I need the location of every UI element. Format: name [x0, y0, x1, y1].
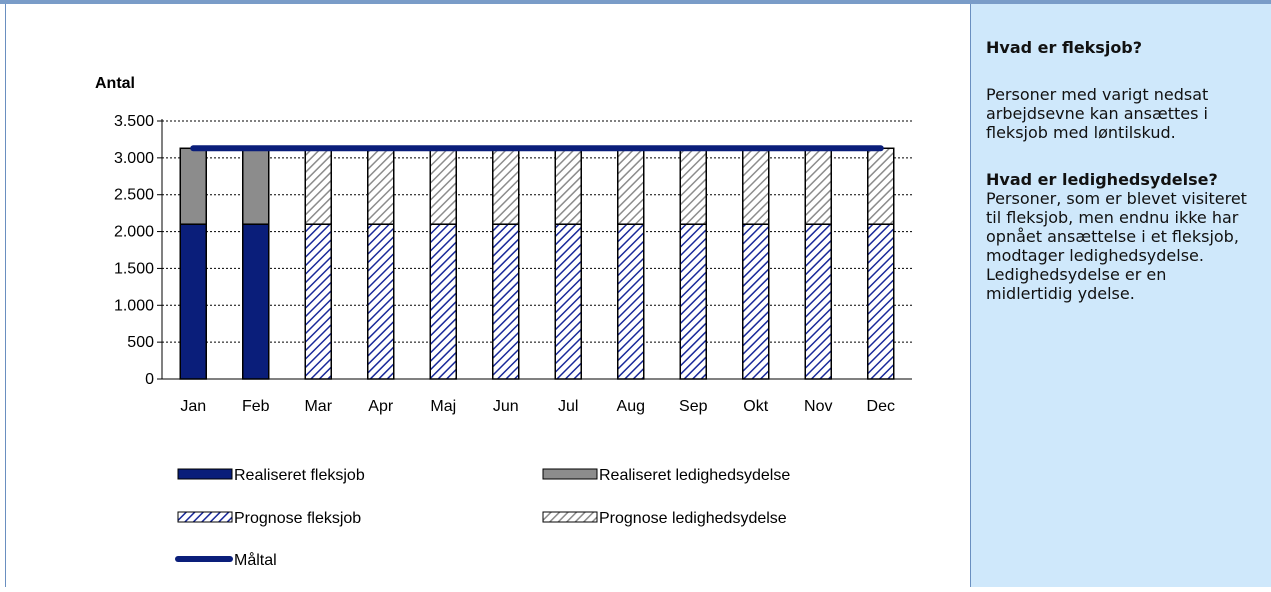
- bar-realiseret-ledighedsydelse: [243, 148, 269, 224]
- x-tick-label: Nov: [804, 398, 832, 415]
- x-tick-label: Dec: [867, 398, 895, 415]
- bar-prognose-fleksjob: [493, 224, 519, 379]
- legend-label: Realiseret ledighedsydelse: [599, 467, 790, 484]
- x-tick-label: Aug: [617, 398, 645, 415]
- bar-prognose-fleksjob: [618, 224, 644, 379]
- info-heading-fleksjob: Hvad er fleksjob?: [986, 38, 1257, 57]
- y-tick-label: 2.500: [114, 187, 154, 204]
- y-tick-label: 0: [145, 371, 154, 388]
- y-tick-label: 2.000: [114, 224, 154, 241]
- y-tick-label: 1.500: [114, 260, 154, 277]
- bar-prognose-fleksjob: [805, 224, 831, 379]
- x-tick-label: Mar: [304, 398, 332, 415]
- legend-label: Prognose ledighedsydelse: [599, 510, 787, 527]
- legend-swatch: [543, 512, 597, 522]
- x-tick-label: Jul: [558, 398, 578, 415]
- bar-prognose-ledighedsydelse: [805, 148, 831, 224]
- bar-prognose-fleksjob: [305, 224, 331, 379]
- x-tick-label: Maj: [430, 398, 456, 415]
- bar-prognose-ledighedsydelse: [868, 148, 894, 224]
- x-tick-label: Feb: [242, 398, 270, 415]
- legend-swatch: [543, 469, 597, 479]
- bar-prognose-ledighedsydelse: [430, 148, 456, 224]
- info-heading-ledighedsydelse: Hvad er ledighedsydelse?: [986, 170, 1257, 189]
- info-panel: Hvad er fleksjob? Personer med varigt ne…: [971, 4, 1271, 587]
- bar-prognose-ledighedsydelse: [743, 148, 769, 224]
- bar-prognose-ledighedsydelse: [368, 148, 394, 224]
- bar-prognose-ledighedsydelse: [680, 148, 706, 224]
- y-axis-label: Antal: [95, 75, 135, 92]
- bar-realiseret-fleksjob: [243, 224, 269, 379]
- chart-panel: Antal 0 500 1.000 1.500 2.000 2.500 3.000 3.500…: [5, 4, 971, 587]
- x-tick-label: Jan: [180, 398, 206, 415]
- x-tick-label: Okt: [743, 398, 768, 415]
- x-tick-label: Apr: [368, 398, 394, 415]
- bar-prognose-fleksjob: [430, 224, 456, 379]
- legend-swatch: [178, 469, 232, 479]
- legend-label: Realiseret fleksjob: [234, 467, 365, 484]
- y-tick-label: 3.500: [114, 113, 154, 130]
- bar-prognose-ledighedsydelse: [555, 148, 581, 224]
- bar-prognose-fleksjob: [680, 224, 706, 379]
- legend: Realiseret fleksjob Realiseret ledighedsy…: [178, 467, 790, 569]
- bar-prognose-ledighedsydelse: [493, 148, 519, 224]
- y-tick-label: 3.000: [114, 150, 154, 167]
- x-tick-label: Jun: [493, 398, 519, 415]
- legend-label: Måltal: [234, 551, 277, 569]
- info-text-ledighedsydelse: Personer, som er blevet visiteret til fl…: [986, 189, 1257, 303]
- bar-realiseret-fleksjob: [180, 224, 206, 379]
- y-tick-label: 1.000: [114, 297, 154, 314]
- bar-prognose-ledighedsydelse: [618, 148, 644, 224]
- x-tick-label: Sep: [679, 398, 708, 415]
- info-text-fleksjob: Personer med varigt nedsat arbejdsevne k…: [986, 85, 1257, 142]
- legend-label: Prognose fleksjob: [234, 510, 361, 527]
- y-tick-label: 500: [127, 334, 154, 351]
- gridlines: [162, 121, 912, 342]
- bar-prognose-ledighedsydelse: [305, 148, 331, 224]
- chart: Antal 0 500 1.000 1.500 2.000 2.500 3.000 3.500…: [6, 4, 966, 587]
- bar-prognose-fleksjob: [555, 224, 581, 379]
- bar-prognose-fleksjob: [868, 224, 894, 379]
- bar-prognose-fleksjob: [368, 224, 394, 379]
- bars: [180, 148, 894, 379]
- legend-swatch: [178, 512, 232, 522]
- bar-realiseret-ledighedsydelse: [180, 148, 206, 224]
- bar-prognose-fleksjob: [743, 224, 769, 379]
